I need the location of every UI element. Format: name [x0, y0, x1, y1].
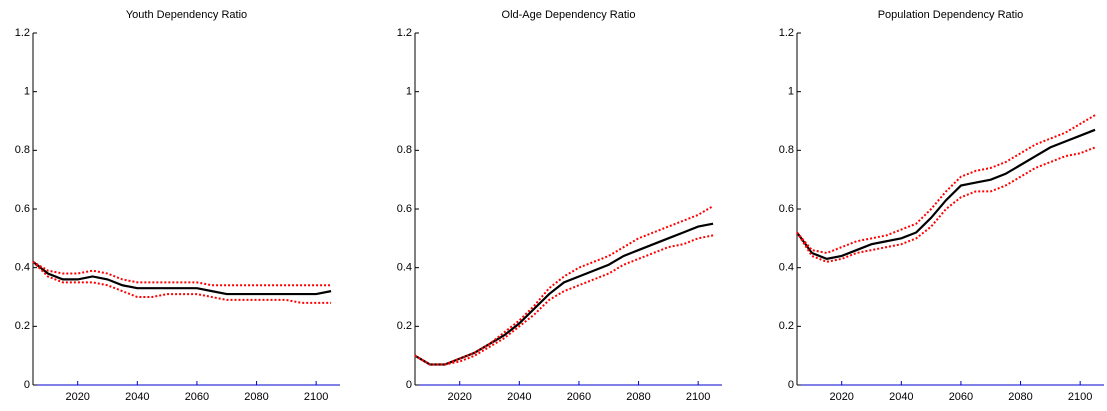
y-tick-label: 0: [406, 379, 412, 391]
y-tick-label: 0.2: [397, 320, 412, 332]
y-tick-label: 1: [788, 86, 794, 98]
y-tick-label: 0.4: [15, 262, 30, 274]
y-tick-label: 1.2: [779, 27, 794, 39]
bound-line: [796, 146, 1096, 263]
y-tick-label: 0.8: [779, 144, 794, 156]
x-tick-label: 2100: [686, 391, 710, 403]
panel: Youth Dependency Ratio 0 0.2 0.4 0.6 0.8 1 1.2 2…: [15, 9, 340, 403]
x-tick-label: 2080: [626, 391, 650, 403]
y-tick-label: 0.4: [779, 262, 794, 274]
x-tick-label: 2080: [1008, 391, 1032, 403]
y-tick-label: 1: [406, 86, 412, 98]
x-tick-label: 2040: [507, 391, 531, 403]
bound-line: [414, 205, 714, 366]
y-tick-label: 0: [788, 379, 794, 391]
median-line: [414, 222, 714, 366]
chart-title: Old-Age Dependency Ratio: [502, 9, 636, 21]
x-tick-label: 2100: [1068, 391, 1092, 403]
y-tick-label: 0.6: [397, 203, 412, 215]
y-tick-label: 0.2: [779, 320, 794, 332]
x-tick-label: 2040: [889, 391, 913, 403]
panel: Population Dependency Ratio 0 0.2 0.4 0.6 0.8…: [779, 9, 1104, 403]
y-tick-label: 0.4: [397, 262, 412, 274]
x-tick-label: 2100: [304, 391, 328, 403]
x-tick-label: 2040: [125, 391, 149, 403]
x-tick-label: 2020: [829, 391, 853, 403]
x-tick-label: 2080: [244, 391, 268, 403]
bound-line: [32, 260, 332, 287]
y-tick-label: 0.8: [397, 144, 412, 156]
x-tick-label: 2060: [185, 391, 209, 403]
bound-line: [32, 261, 332, 304]
y-tick-label: 0.6: [779, 203, 794, 215]
y-tick-label: 1.2: [397, 27, 412, 39]
median-line: [796, 128, 1096, 261]
panel: Old-Age Dependency Ratio 0 0.2 0.4 0.6 0.8 1 1.…: [397, 9, 722, 403]
y-tick-label: 0: [24, 379, 30, 391]
y-tick-label: 1: [24, 86, 30, 98]
chart-title: Youth Dependency Ratio: [126, 9, 247, 21]
y-tick-label: 1.2: [15, 27, 30, 39]
bound-line: [414, 234, 714, 366]
y-tick-label: 0.8: [15, 144, 30, 156]
bound-line: [796, 114, 1096, 255]
chart-title: Population Dependency Ratio: [878, 9, 1024, 21]
x-tick-label: 2060: [567, 391, 591, 403]
x-tick-label: 2060: [949, 391, 973, 403]
y-tick-label: 0.6: [15, 203, 30, 215]
median-line: [32, 260, 332, 296]
x-tick-label: 2020: [65, 391, 89, 403]
y-tick-label: 0.2: [15, 320, 30, 332]
x-tick-label: 2020: [447, 391, 471, 403]
